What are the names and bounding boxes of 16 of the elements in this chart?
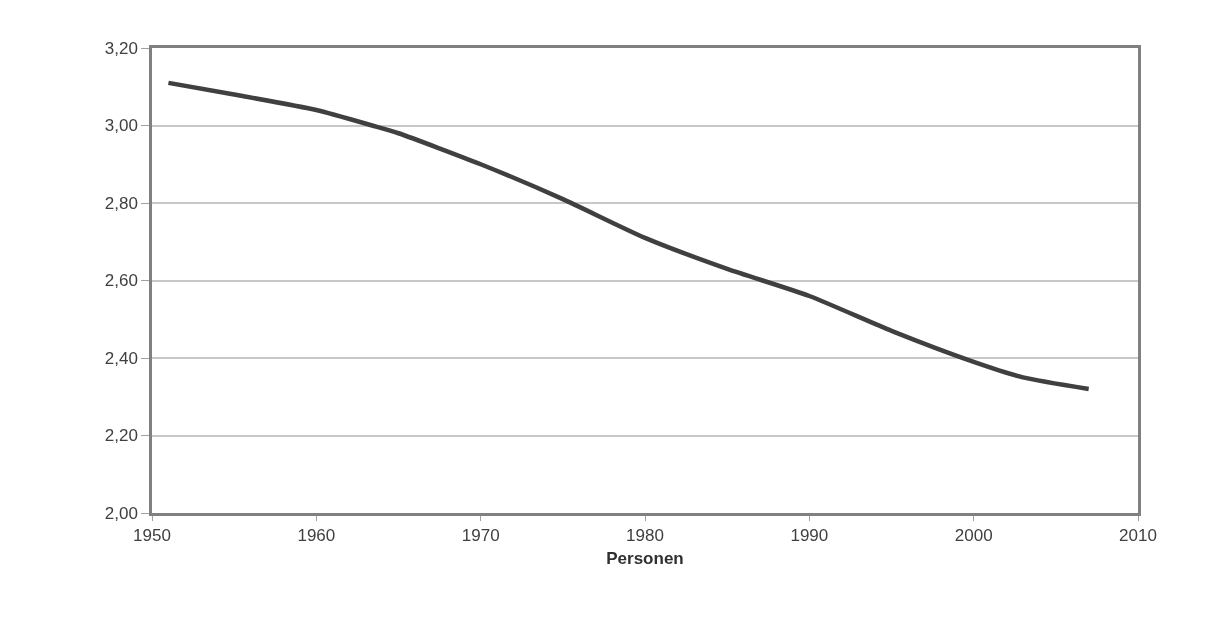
y-tick-label: 2,80 bbox=[104, 193, 138, 213]
y-tick-label: 2,60 bbox=[104, 271, 138, 291]
y-tick-label: 3,00 bbox=[104, 116, 138, 136]
x-axis-title: Personen bbox=[606, 548, 684, 568]
y-tick-label: 2,20 bbox=[104, 426, 138, 446]
x-tick-label: 2000 bbox=[954, 526, 993, 546]
x-tick-label: 1980 bbox=[626, 526, 664, 546]
y-tick-label: 3,20 bbox=[104, 38, 138, 58]
y-tick-label: 2,40 bbox=[104, 348, 138, 368]
line-series bbox=[166, 80, 1091, 392]
x-tick-label: 1970 bbox=[461, 526, 500, 546]
x-tick-label: 1960 bbox=[297, 526, 336, 546]
y-tick-label: 2,00 bbox=[104, 503, 138, 523]
x-tick-label: 1950 bbox=[133, 526, 171, 546]
x-tick-label: 1990 bbox=[790, 526, 829, 546]
x-tick-label: 2010 bbox=[1119, 526, 1157, 546]
